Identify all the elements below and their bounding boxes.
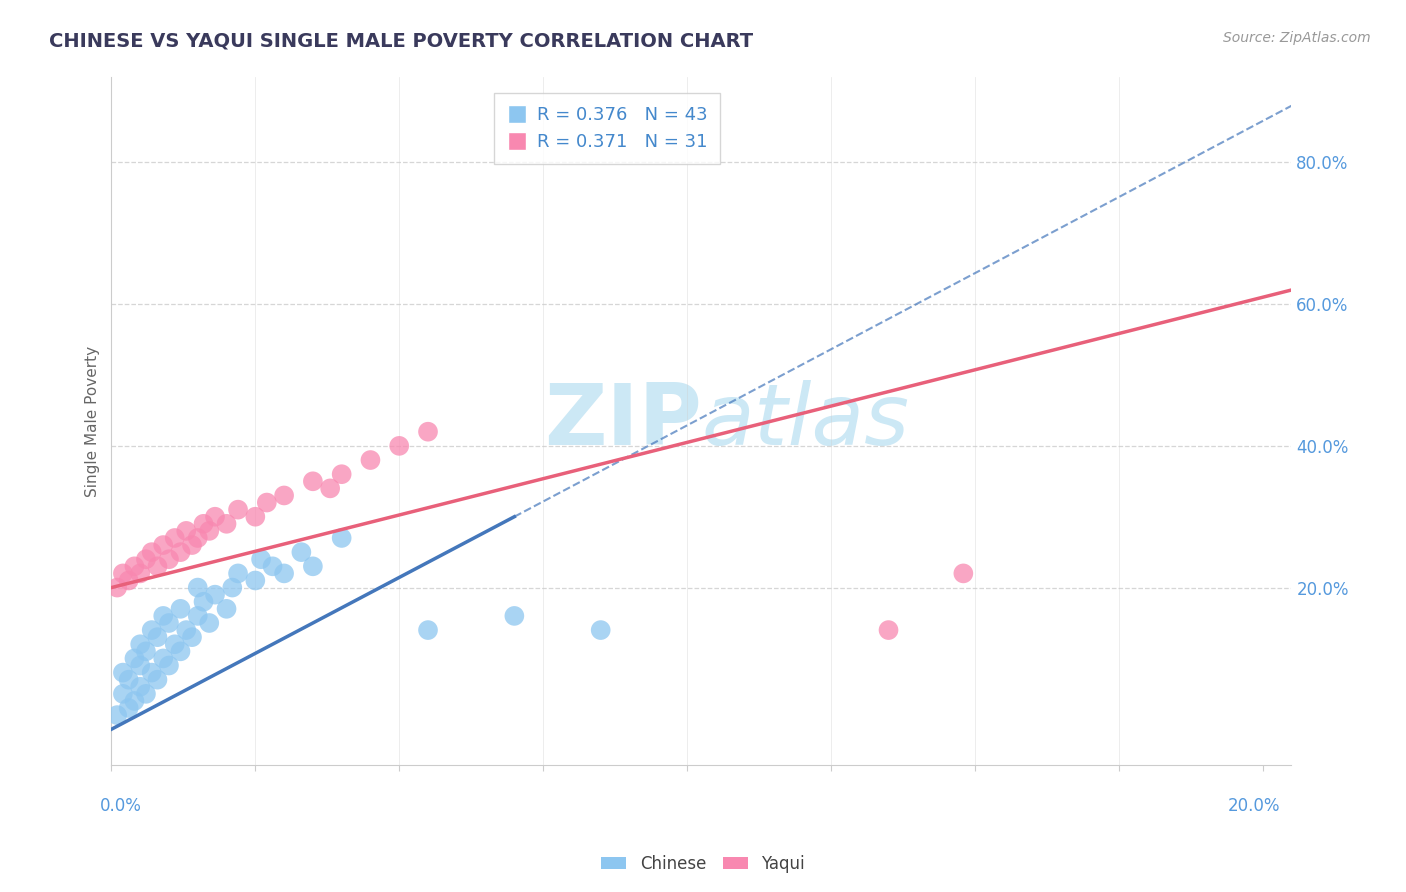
Point (141, 545, 163, 559)
Text: Source: ZipAtlas.com: Source: ZipAtlas.com (1223, 31, 1371, 45)
Point (250, 552, 273, 566)
Legend: R = 0.376   N = 43, R = 0.371   N = 31: R = 0.376 N = 43, R = 0.371 N = 31 (494, 94, 720, 163)
Point (215, 602, 238, 616)
Y-axis label: Single Male Poverty: Single Male Poverty (86, 345, 100, 497)
Point (111, 566, 134, 581)
Point (129, 658, 152, 673)
Point (105, 581, 128, 595)
Point (152, 651, 174, 665)
Point (877, 623, 900, 637)
Point (589, 623, 612, 637)
Text: 20.0%: 20.0% (1227, 797, 1279, 814)
Point (245, 574, 267, 588)
Point (359, 453, 381, 467)
Point (273, 566, 295, 581)
Point (135, 644, 157, 658)
Point (129, 566, 152, 581)
Point (129, 637, 152, 651)
Point (141, 665, 163, 680)
Point (169, 602, 191, 616)
Point (124, 651, 146, 665)
Point (146, 630, 169, 644)
Point (226, 502, 249, 516)
Point (290, 545, 312, 559)
Point (193, 516, 215, 531)
Point (111, 665, 134, 680)
Point (124, 694, 146, 708)
Text: ZIP: ZIP (544, 380, 702, 463)
Point (187, 531, 209, 545)
Point (330, 531, 353, 545)
Point (187, 608, 209, 623)
Point (129, 680, 152, 694)
Point (319, 482, 342, 496)
Point (146, 673, 169, 687)
Point (198, 615, 221, 630)
Point (152, 538, 174, 552)
Point (198, 524, 221, 538)
Point (181, 538, 204, 552)
Point (163, 637, 186, 651)
Point (118, 701, 141, 715)
Point (952, 566, 974, 581)
Text: CHINESE VS YAQUI SINGLE MALE POVERTY CORRELATION CHART: CHINESE VS YAQUI SINGLE MALE POVERTY COR… (49, 31, 754, 50)
Point (169, 545, 191, 559)
Point (256, 495, 278, 509)
Point (245, 509, 267, 524)
Point (388, 439, 411, 453)
Text: 0.0%: 0.0% (100, 797, 142, 814)
Point (157, 658, 180, 673)
Point (204, 509, 226, 524)
Point (124, 559, 146, 574)
Point (262, 559, 284, 574)
Point (135, 687, 157, 701)
Point (146, 559, 169, 574)
Point (416, 425, 439, 439)
Point (152, 608, 174, 623)
Point (157, 552, 180, 566)
Point (221, 581, 243, 595)
Legend: Chinese, Yaqui: Chinese, Yaqui (595, 848, 811, 880)
Point (118, 574, 141, 588)
Point (111, 687, 134, 701)
Point (105, 708, 128, 723)
Point (416, 623, 439, 637)
Point (174, 524, 197, 538)
Point (163, 531, 186, 545)
Point (187, 581, 209, 595)
Point (135, 552, 157, 566)
Point (302, 475, 325, 489)
Point (118, 673, 141, 687)
Point (174, 623, 197, 637)
Point (157, 615, 180, 630)
Point (273, 488, 295, 502)
Point (215, 516, 238, 531)
Point (193, 595, 215, 609)
Point (181, 630, 204, 644)
Point (141, 623, 163, 637)
Point (204, 588, 226, 602)
Point (226, 566, 249, 581)
Point (302, 559, 325, 574)
Text: atlas: atlas (702, 380, 910, 463)
Point (330, 467, 353, 482)
Point (503, 608, 526, 623)
Point (169, 644, 191, 658)
